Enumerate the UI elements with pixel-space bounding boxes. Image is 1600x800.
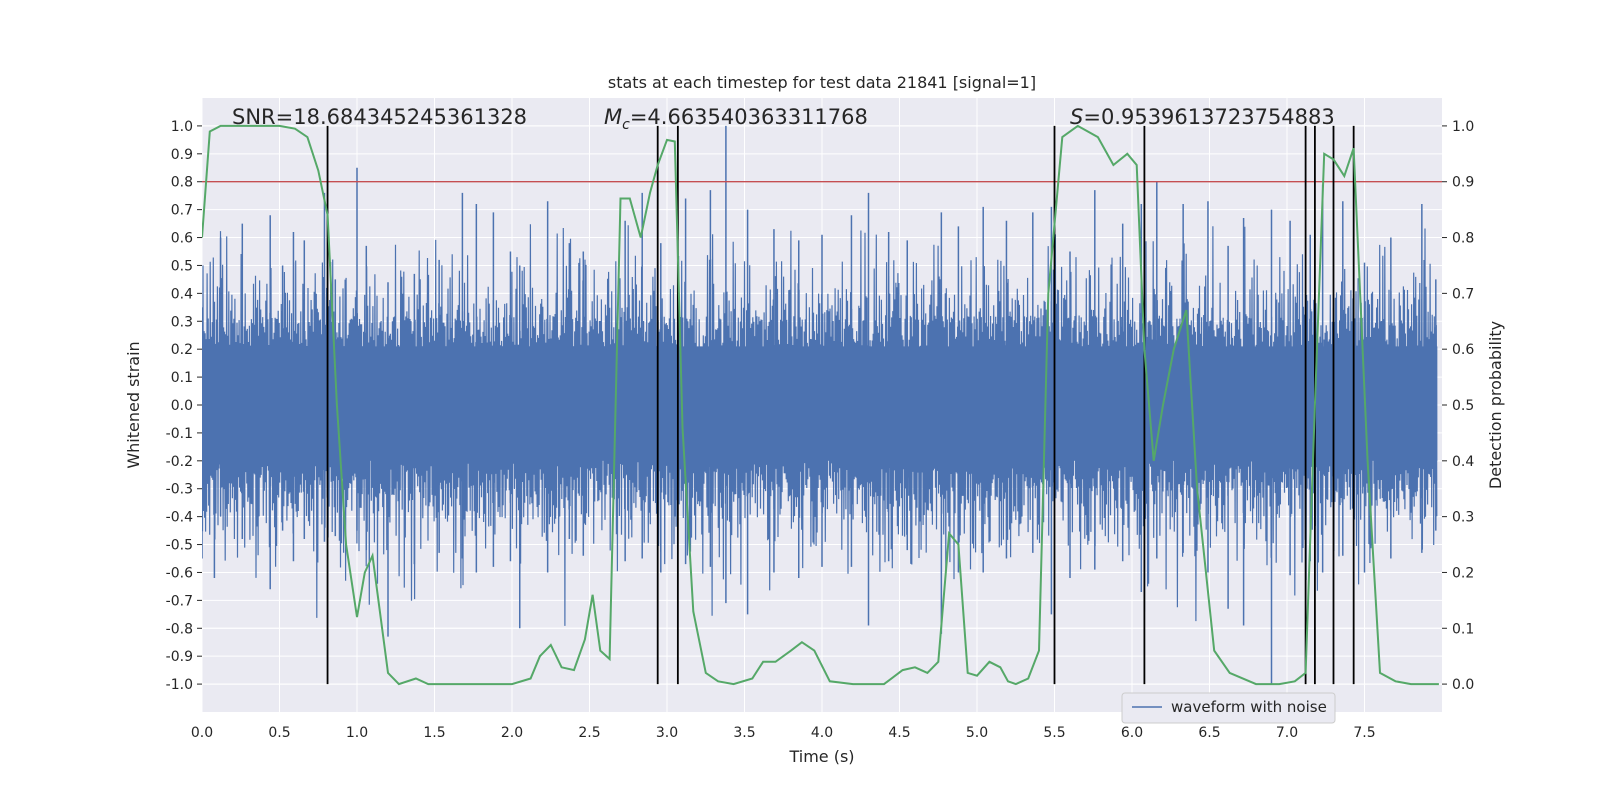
y-right-tick-label: 0.9 [1452,175,1474,191]
s-value: =0.9539613723754883 [1083,105,1334,129]
y-left-axis-label: Whitened strain [124,341,143,468]
y-left-tick-label: -0.3 [166,482,193,498]
y-right-tick-label: 1.0 [1452,119,1474,135]
y-left-tick-label: 0.7 [171,203,193,219]
y-left-tick-label: -0.8 [166,621,193,637]
y-left-tick-label: 1.0 [171,119,193,135]
legend: waveform with noise [1121,692,1336,724]
x-tick-label: 4.0 [811,725,833,741]
x-tick-label: 2.5 [578,725,600,741]
x-tick-label: 3.5 [733,725,755,741]
x-axis-label: Time (s) [788,747,854,766]
y-left-tick-label: 0.1 [171,370,193,386]
x-tick-label: 0.0 [191,725,213,741]
y-left-axis-ticks: 1.0 0.9 0.8 0.7 0.6 0.5 0.4 0.3 0.2 0.1 0.0 -0.1 -0.… [166,119,202,693]
chart-title: stats at each timestep for test data 218… [608,73,1036,92]
y-left-tick-label: 0.8 [171,175,193,191]
y-right-tick-label: 0.5 [1452,398,1474,414]
x-tick-label: 6.0 [1121,725,1143,741]
legend-label: waveform with noise [1171,698,1327,716]
y-right-axis-label: Detection probability [1486,321,1505,489]
y-left-tick-label: 0.0 [171,398,193,414]
y-right-axis-ticks: 1.0 0.9 0.8 0.7 0.6 0.5 0.4 0.3 0.2 0.1 0.0 [1442,119,1474,693]
s-symbol: S [1070,105,1083,129]
y-left-tick-label: -0.1 [166,426,193,442]
y-left-tick-label: 0.2 [171,342,193,358]
y-right-tick-label: 0.6 [1452,342,1474,358]
y-right-tick-label: 0.7 [1452,286,1474,302]
x-tick-label: 2.0 [501,725,523,741]
y-right-tick-label: 0.1 [1452,621,1474,637]
y-left-tick-label: 0.5 [171,258,193,274]
s-annotation: S=0.9539613723754883 [1070,105,1335,129]
y-left-tick-label: -0.4 [166,510,193,526]
y-left-tick-label: -0.5 [166,538,193,554]
y-left-tick-label: -1.0 [166,677,193,693]
x-tick-label: 1.0 [346,725,368,741]
x-tick-label: 7.0 [1276,725,1298,741]
x-tick-label: 6.5 [1198,725,1220,741]
y-right-tick-label: 0.4 [1452,454,1474,470]
waveform-series [202,125,1438,685]
waveform-noise-line [202,224,1438,626]
x-tick-label: 3.0 [656,725,678,741]
y-right-tick-label: 0.2 [1452,565,1474,581]
detection-probability-line [202,124,1439,686]
chirp-mass-value: =4.663540363311768 [630,105,868,129]
chirp-mass-symbol: M [604,105,622,129]
legend-box [1121,692,1336,724]
y-left-tick-label: 0.4 [171,286,193,302]
x-tick-label: 5.5 [1043,725,1065,741]
y-left-tick-label: -0.7 [166,593,193,609]
x-tick-label: 0.5 [268,725,290,741]
y-left-tick-label: 0.6 [171,231,193,247]
y-left-tick-label: 0.9 [171,147,193,163]
detection-probability-series [202,124,1439,686]
y-right-tick-label: 0.8 [1452,231,1474,247]
y-left-tick-label: 0.3 [171,314,193,330]
x-tick-label: 4.5 [888,725,910,741]
x-tick-label: 1.5 [423,725,445,741]
chirp-mass-subscript: c [622,117,630,133]
y-left-tick-label: -0.9 [166,649,193,665]
chirp-mass-annotation: Mc=4.663540363311768 [604,105,868,133]
x-tick-label: 5.0 [966,725,988,741]
y-left-tick-label: -0.2 [166,454,193,470]
y-left-tick-label: -0.6 [166,565,193,581]
x-axis-ticks: 0.0 0.5 1.0 1.5 2.0 2.5 3.0 3.5 4.0 4.5 5.0 5.5 6.0 6… [191,725,1376,741]
snr-annotation: SNR=18.684345245361328 [232,105,527,129]
y-right-tick-label: 0.0 [1452,677,1474,693]
y-right-tick-label: 0.3 [1452,510,1474,526]
x-tick-label: 7.5 [1353,725,1375,741]
